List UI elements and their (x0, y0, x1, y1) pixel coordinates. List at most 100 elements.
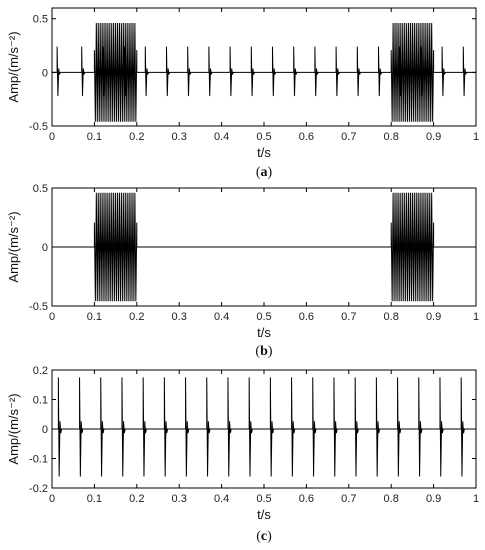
panel-c: 0 0.1 0.2 0.3 0.4 0.5 0.6 0.7 0.8 0.9 1 -0.2 -0.1 0 0.… (6, 365, 479, 544)
oscillation-burst (390, 192, 435, 302)
oscillation-burst (390, 23, 435, 122)
y-axis-label: Amp/(m/s⁻²) (6, 393, 21, 464)
x-tick-label: 0.6 (299, 131, 314, 143)
impulse-spike (460, 377, 465, 477)
caption-paren-open: ( (256, 165, 261, 180)
x-axis-label: t/s (257, 145, 271, 160)
x-tick-label: 1 (473, 131, 479, 143)
impulse-spike (375, 377, 381, 477)
x-tick-label: 0.9 (426, 493, 441, 505)
impulse-spike (185, 377, 190, 477)
x-tick-label: 0.7 (341, 311, 356, 323)
caption-paren-open: ( (255, 344, 260, 359)
impulse-spike (335, 46, 340, 97)
impulse-spike (187, 46, 192, 97)
impulse-spike (81, 46, 86, 97)
x-tick-label: 0.2 (129, 311, 144, 323)
impulse-spike (79, 377, 84, 477)
y-tick-label: 0 (42, 424, 48, 436)
caption-paren-close: ) (268, 344, 273, 359)
caption-letter: b (260, 344, 268, 359)
impulse-spike (271, 46, 277, 97)
panel-caption: (b) (255, 344, 272, 359)
x-axis-label: t/s (257, 507, 271, 522)
signal-trace (52, 23, 476, 122)
x-tick-label: 1 (473, 493, 479, 505)
impulse-spike (312, 377, 317, 477)
impulse-spike (208, 46, 213, 97)
x-tick-label: 0.4 (214, 493, 229, 505)
impulse-spike (165, 46, 171, 97)
impulse-spike (142, 377, 147, 477)
panel-caption: (a) (256, 165, 273, 180)
panel-a: 0 0.1 0.2 0.3 0.4 0.5 0.6 0.7 0.8 0.9 1-0.500.5t/s… (6, 7, 479, 180)
impulse-spike (206, 377, 211, 477)
x-tick-label: 0.1 (87, 311, 102, 323)
impulse-spike (441, 46, 446, 97)
y-tick-label: 0.2 (33, 365, 48, 377)
signal-trace (52, 192, 476, 302)
x-tick-label: 0.9 (426, 131, 441, 143)
x-tick-label: 0 (49, 493, 55, 505)
y-tick-label: -0.2 (29, 483, 48, 495)
impulse-spike (314, 46, 319, 97)
impulse-spike (250, 46, 255, 97)
x-tick-label: 0.9 (426, 311, 441, 323)
caption-paren-close: ) (267, 529, 272, 544)
impulse-spike (291, 377, 296, 477)
impulse-spike (269, 377, 275, 477)
signal-trace (52, 377, 476, 477)
impulse-spike (144, 46, 149, 97)
y-tick-label: -0.1 (29, 454, 48, 466)
x-tick-label: 0.4 (214, 131, 229, 143)
y-tick-label: -0.5 (29, 301, 48, 313)
impulse-spike (356, 46, 361, 97)
caption-letter: c (261, 529, 267, 544)
x-tick-label: 0 (49, 311, 55, 323)
x-tick-label: 0.8 (384, 311, 399, 323)
impulse-spike (462, 46, 467, 97)
impulse-spike (248, 377, 253, 477)
impulse-spike (439, 377, 444, 477)
x-tick-label: 0.1 (87, 493, 102, 505)
caption-paren-close: ) (268, 165, 273, 180)
x-tick-label: 0.6 (299, 493, 314, 505)
x-tick-label: 0.5 (256, 493, 271, 505)
x-tick-label: 1 (473, 311, 479, 323)
x-tick-label: 0.8 (384, 493, 399, 505)
panel-caption: (c) (256, 529, 272, 544)
x-tick-label: 0 (49, 131, 55, 143)
y-tick-label: 0.5 (33, 14, 48, 26)
y-tick-label: -0.5 (29, 121, 48, 133)
impulse-spike (163, 377, 169, 477)
panel-b: 0 0.1 0.2 0.3 0.4 0.5 0.6 0.7 0.8 0.9 1-0.500.5t/s… (6, 183, 479, 359)
impulse-spike (293, 46, 298, 97)
x-tick-label: 0.3 (172, 131, 187, 143)
impulse-spike (377, 46, 383, 97)
impulse-spike (227, 377, 232, 477)
x-tick-label: 0.5 (256, 311, 271, 323)
x-tick-label: 0.3 (172, 493, 187, 505)
x-tick-label: 0.5 (256, 131, 271, 143)
impulse-spike (354, 377, 359, 477)
y-axis-label: Amp/(m/s⁻²) (6, 211, 21, 282)
x-tick-label: 0.2 (129, 131, 144, 143)
impulse-spike (100, 377, 105, 477)
oscillation-burst (93, 192, 138, 302)
x-tick-label: 0.7 (341, 131, 356, 143)
y-tick-label: 0 (42, 242, 48, 254)
impulse-spike (397, 377, 402, 477)
x-tick-label: 0.8 (384, 131, 399, 143)
x-tick-label: 0.1 (87, 131, 102, 143)
x-tick-label: 0.6 (299, 311, 314, 323)
x-axis-label: t/s (257, 325, 271, 340)
y-tick-label: 0 (42, 67, 48, 79)
x-tick-label: 0.3 (172, 311, 187, 323)
oscillation-burst (93, 23, 138, 122)
y-tick-label: 0.1 (33, 395, 48, 407)
impulse-spike (333, 377, 338, 477)
y-axis-label: Amp/(m/s⁻²) (6, 31, 21, 102)
caption-paren-open: ( (256, 529, 261, 544)
impulse-spike (56, 46, 61, 97)
